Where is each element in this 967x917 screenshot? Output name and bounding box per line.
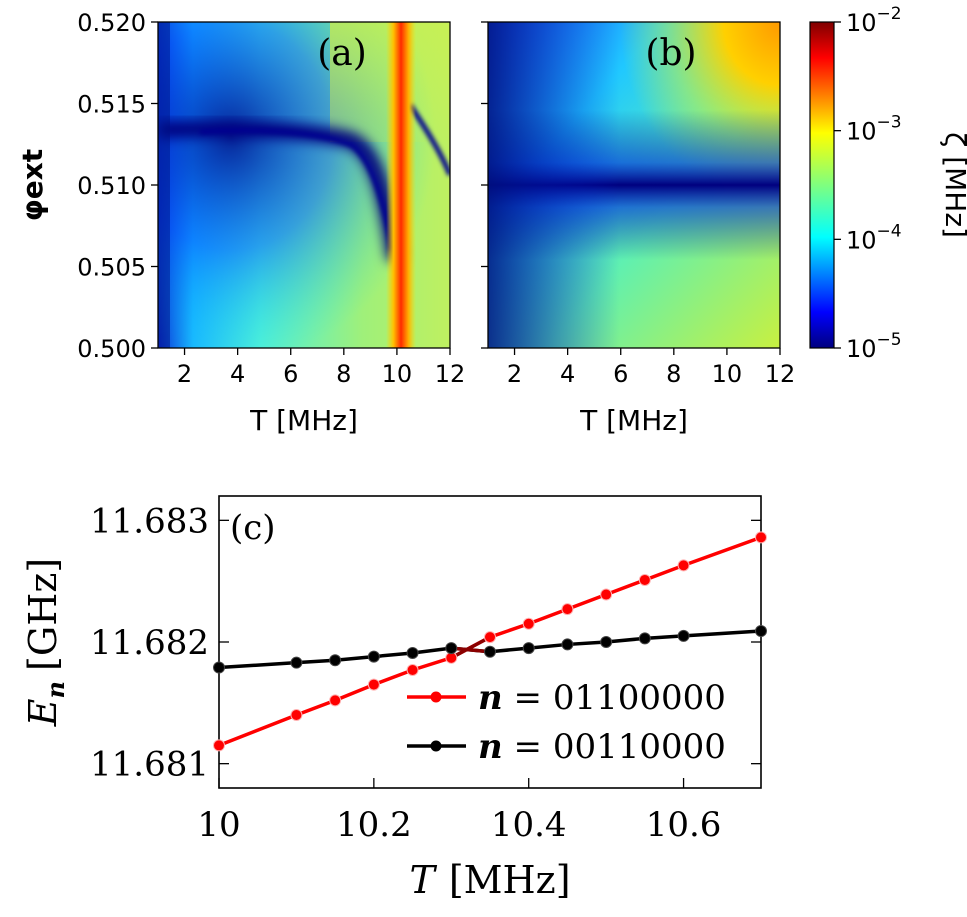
heatmap-b bbox=[488, 22, 780, 348]
data-point bbox=[290, 656, 303, 669]
y-tick-label: 0.500 bbox=[77, 335, 146, 363]
avoided-crossing-segment bbox=[451, 646, 491, 654]
data-point bbox=[329, 694, 342, 707]
x-tick-label: 8 bbox=[336, 360, 351, 388]
panel-label-c: (c) bbox=[230, 508, 276, 548]
legend-label: 01100000 bbox=[553, 678, 726, 718]
x-tick-label: 2 bbox=[507, 360, 522, 388]
x-axis-label-unit: [MHz] bbox=[449, 858, 571, 902]
data-point bbox=[213, 739, 225, 752]
colorbar-tick-label: 10−5 bbox=[846, 330, 902, 363]
y-tick-label: 11.683 bbox=[90, 501, 209, 541]
x-tick-label: 12 bbox=[435, 360, 466, 388]
x-tick-label: 4 bbox=[560, 360, 575, 388]
data-point bbox=[484, 645, 496, 658]
heatmap-a bbox=[158, 22, 450, 348]
data-point bbox=[522, 617, 535, 630]
x-tick-label: 10 bbox=[197, 805, 240, 845]
data-point bbox=[406, 663, 419, 676]
data-point bbox=[213, 661, 225, 674]
x-axis-label-italic: T bbox=[409, 858, 437, 902]
colorbar-tick-exponent: −3 bbox=[877, 113, 902, 133]
y-tick-label: 0.510 bbox=[77, 172, 146, 200]
x-axis-label-a: T [MHz] bbox=[249, 404, 358, 437]
data-point bbox=[484, 631, 496, 644]
data-point bbox=[677, 559, 690, 572]
series-group bbox=[213, 531, 767, 752]
panel-label-b: (b) bbox=[645, 33, 696, 74]
y-axis-label-subscript: n bbox=[41, 681, 70, 698]
x-tick-label: 10 bbox=[382, 360, 413, 388]
legend-symbol: n bbox=[478, 678, 503, 718]
x-axis-label-b: T [MHz] bbox=[579, 404, 688, 437]
x-tick-label: 10.2 bbox=[336, 805, 412, 845]
y-tick-label: 0.505 bbox=[77, 254, 146, 282]
data-point bbox=[367, 678, 380, 691]
axis-ticks-b: 2 4 6 8 10 12 bbox=[481, 21, 796, 388]
y-tick-label: 0.520 bbox=[77, 9, 146, 37]
colorbar-tick-label: 10−3 bbox=[846, 113, 902, 146]
colorbar-tick-base: 10 bbox=[846, 118, 877, 146]
colorbar-tick-exponent: −2 bbox=[877, 4, 902, 24]
axis-ticks-c: 10 10.2 10.4 10.6 11.681 11.682 11.683 bbox=[90, 501, 761, 845]
data-point bbox=[522, 642, 535, 655]
data-point bbox=[561, 603, 574, 616]
data-point bbox=[638, 573, 651, 586]
colorbar-tick-exponent: −5 bbox=[877, 330, 902, 350]
x-tick-label: 6 bbox=[283, 360, 298, 388]
colorbar-tick-label: 10−4 bbox=[846, 221, 902, 254]
x-tick-label: 12 bbox=[765, 360, 796, 388]
legend-symbol: n bbox=[478, 727, 503, 767]
colorbar-label: ζ [MHz] bbox=[939, 132, 967, 238]
legend-marker bbox=[430, 691, 442, 703]
colorbar: 10−510−410−310−2 ζ [MHz] bbox=[809, 4, 967, 363]
x-tick-label: 2 bbox=[177, 360, 192, 388]
y-tick-label: 11.681 bbox=[90, 745, 209, 785]
x-tick-label: 6 bbox=[613, 360, 628, 388]
x-tick-label: 10.4 bbox=[491, 805, 567, 845]
data-point bbox=[600, 636, 613, 648]
y-axis-label-c: En [GHz] bbox=[21, 558, 70, 727]
colorbar-tick-base: 10 bbox=[846, 226, 877, 254]
legend-entry: n = 01100000 bbox=[478, 678, 726, 718]
legend-equals: = bbox=[503, 727, 553, 767]
y-tick-label: 0.515 bbox=[77, 91, 146, 119]
data-point bbox=[755, 531, 767, 544]
y-axis-label-italic: E bbox=[21, 698, 65, 727]
line-chart-c: (c) 10 10.2 10.4 10.6 11.681 11.682 11.683 n =… bbox=[21, 495, 767, 902]
data-point bbox=[406, 646, 419, 659]
legend-equals: = bbox=[503, 678, 553, 718]
x-tick-label: 4 bbox=[230, 360, 245, 388]
panel-label-a: (a) bbox=[317, 33, 367, 74]
colorbar-tick-base: 10 bbox=[846, 9, 877, 37]
colorbar-tick-exponent: −4 bbox=[877, 221, 902, 241]
colorbar-ticks: 10−510−410−310−2 bbox=[834, 4, 902, 363]
y-axis-label-a: φext bbox=[16, 149, 49, 221]
data-point bbox=[445, 642, 458, 655]
data-point bbox=[755, 625, 767, 638]
legend-entry: n = 00110000 bbox=[478, 727, 726, 767]
data-point bbox=[329, 654, 342, 667]
data-point bbox=[561, 638, 574, 651]
y-tick-label: 11.682 bbox=[90, 623, 209, 663]
x-tick-label: 10.6 bbox=[646, 805, 722, 845]
x-tick-label: 8 bbox=[666, 360, 681, 388]
x-axis-label-c: T [MHz] bbox=[409, 858, 570, 902]
axis-ticks-a: 2 4 6 8 10 12 0.500 0.505 0.510 0.515 0.520 bbox=[77, 9, 465, 388]
colorbar-tick-base: 10 bbox=[846, 335, 877, 363]
legend-marker bbox=[430, 740, 442, 752]
colorbar-tick-label: 10−2 bbox=[846, 4, 902, 37]
data-point bbox=[677, 629, 690, 642]
data-point bbox=[638, 632, 651, 645]
data-point bbox=[367, 650, 380, 663]
y-axis-label-unit: [GHz] bbox=[21, 558, 65, 671]
legend-label: 00110000 bbox=[553, 727, 726, 767]
data-point bbox=[600, 588, 613, 601]
data-point bbox=[290, 709, 303, 721]
x-tick-label: 10 bbox=[712, 360, 743, 388]
avoided-crossing-segment bbox=[450, 635, 491, 660]
